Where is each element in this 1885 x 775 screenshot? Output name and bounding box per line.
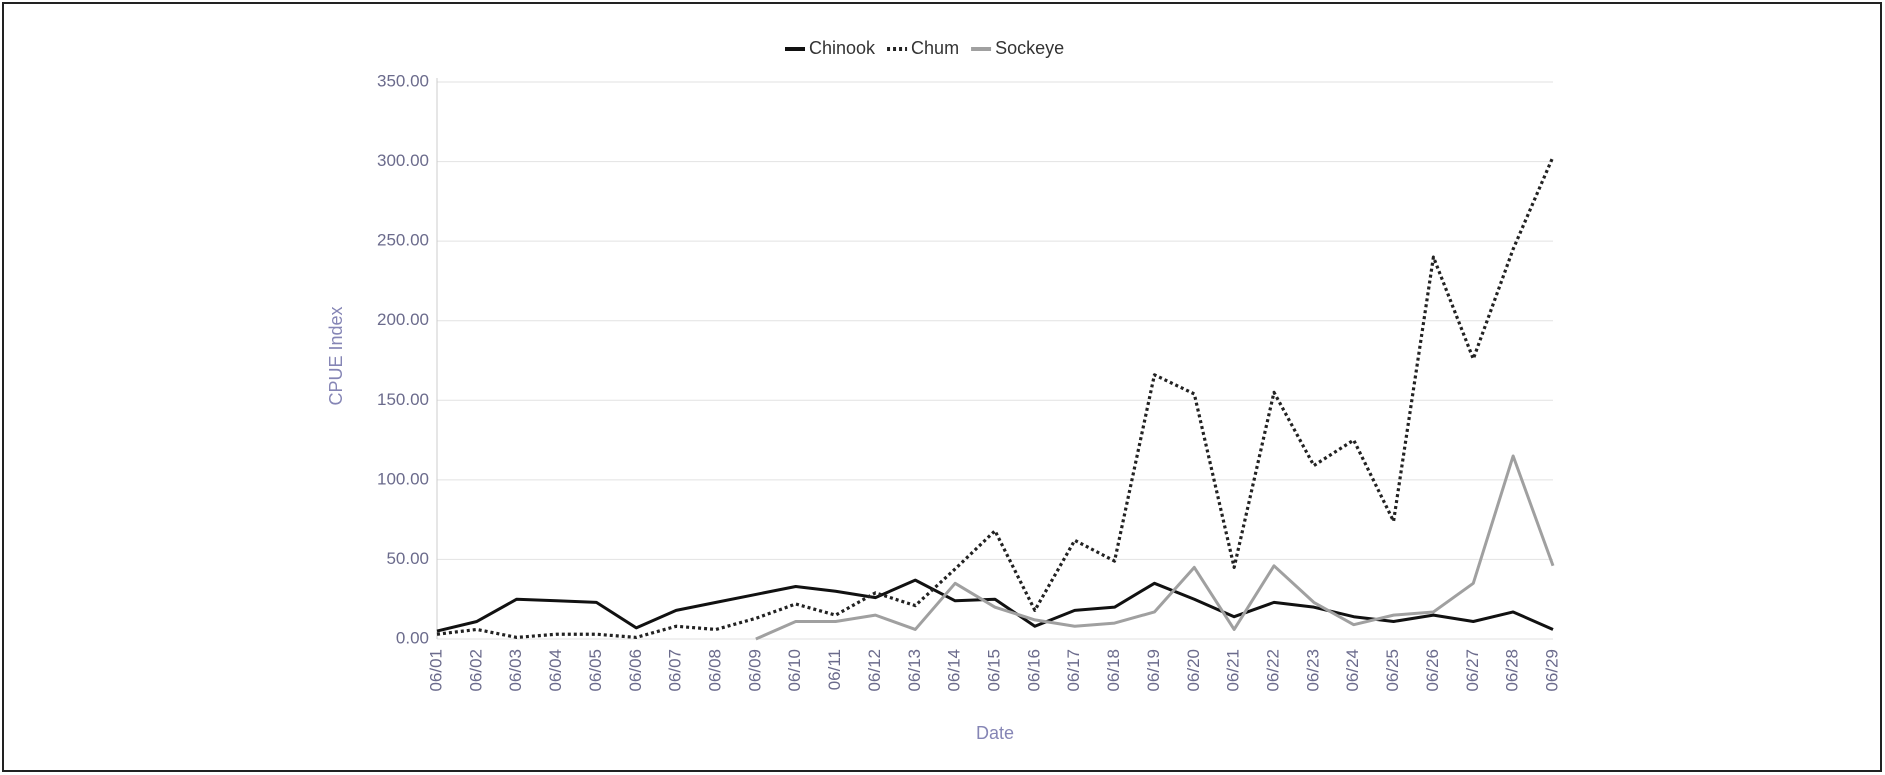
x-axis-title: Date [976, 723, 1014, 743]
x-tick-label: 06/23 [1303, 649, 1322, 692]
x-tick-label: 06/02 [466, 649, 485, 692]
x-tick-label: 06/15 [984, 649, 1003, 692]
legend-label: Chum [911, 38, 959, 58]
y-tick-label: 50.00 [386, 549, 429, 568]
x-tick-label: 06/25 [1383, 649, 1402, 692]
series-line [436, 578, 1554, 633]
x-tick-label: 06/28 [1503, 649, 1522, 692]
x-tick-label: 06/20 [1184, 649, 1203, 692]
x-tick-label: 06/29 [1542, 649, 1561, 692]
x-tick-label: 06/22 [1263, 649, 1282, 692]
x-tick-label: 06/21 [1224, 649, 1243, 692]
x-tick-label: 06/09 [745, 649, 764, 692]
series-line [436, 156, 1555, 640]
x-tick-label: 06/03 [506, 649, 525, 692]
x-tick-label: 06/27 [1463, 649, 1482, 692]
x-tick-label: 06/14 [945, 649, 964, 692]
y-tick-label: 200.00 [377, 310, 429, 329]
series-line [755, 454, 1555, 641]
y-axis-title: CPUE Index [326, 306, 346, 405]
x-tick-label: 06/06 [626, 649, 645, 692]
legend-label: Chinook [809, 38, 876, 58]
x-tick-label: 06/07 [666, 649, 685, 692]
x-tick-label: 06/12 [865, 649, 884, 692]
x-tick-label: 06/17 [1064, 649, 1083, 692]
y-tick-label: 100.00 [377, 469, 429, 488]
x-tick-label: 06/16 [1024, 649, 1043, 692]
x-tick-label: 06/24 [1343, 649, 1362, 692]
x-tick-label: 06/26 [1423, 649, 1442, 692]
x-tick-label: 06/18 [1104, 649, 1123, 692]
y-tick-label: 150.00 [377, 390, 429, 409]
x-tick-label: 06/11 [825, 649, 844, 690]
x-tick-label: 06/08 [705, 649, 724, 692]
x-tick-label: 06/01 [426, 649, 445, 692]
x-tick-label: 06/04 [546, 649, 565, 692]
x-tick-label: 06/05 [586, 649, 605, 692]
y-tick-label: 250.00 [377, 231, 429, 250]
y-tick-label: 350.00 [377, 71, 429, 90]
y-tick-label: 0.00 [396, 628, 429, 647]
x-tick-label: 06/10 [785, 649, 804, 692]
x-tick-label: 06/19 [1144, 649, 1163, 692]
legend-label: Sockeye [995, 38, 1064, 58]
x-tick-label: 06/13 [905, 649, 924, 692]
y-tick-label: 300.00 [377, 151, 429, 170]
